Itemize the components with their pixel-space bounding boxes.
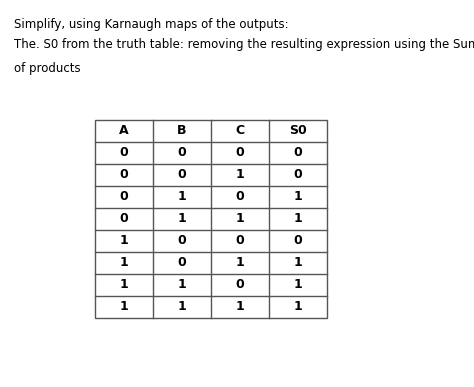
Text: 1: 1: [178, 190, 186, 204]
Text: 1: 1: [236, 300, 245, 313]
Text: 1: 1: [178, 300, 186, 313]
Text: S0: S0: [289, 125, 307, 137]
Text: 1: 1: [178, 279, 186, 291]
Text: 0: 0: [236, 190, 245, 204]
Text: 1: 1: [236, 212, 245, 226]
Text: 1: 1: [119, 257, 128, 269]
Text: 1: 1: [119, 300, 128, 313]
Text: of products: of products: [14, 62, 81, 75]
Text: 0: 0: [119, 212, 128, 226]
Text: 1: 1: [293, 190, 302, 204]
Text: A: A: [119, 125, 129, 137]
Bar: [95, 120, 327, 318]
Text: 1: 1: [293, 212, 302, 226]
Text: 0: 0: [178, 257, 186, 269]
Text: 1: 1: [236, 257, 245, 269]
Text: 1: 1: [119, 235, 128, 248]
Text: 0: 0: [119, 168, 128, 182]
Text: 0: 0: [293, 147, 302, 159]
Text: 0: 0: [236, 279, 245, 291]
Text: The. S0 from the truth table: removing the resulting expression using the Sum Me: The. S0 from the truth table: removing t…: [14, 38, 474, 51]
Text: 0: 0: [293, 235, 302, 248]
Text: Simplify, using Karnaugh maps of the outputs:: Simplify, using Karnaugh maps of the out…: [14, 18, 289, 31]
Text: 0: 0: [119, 190, 128, 204]
Text: 0: 0: [236, 147, 245, 159]
Text: B: B: [177, 125, 187, 137]
Text: 0: 0: [178, 168, 186, 182]
Text: 0: 0: [178, 147, 186, 159]
Text: 1: 1: [236, 168, 245, 182]
Text: 1: 1: [119, 279, 128, 291]
Text: 0: 0: [178, 235, 186, 248]
Text: 0: 0: [119, 147, 128, 159]
Text: 0: 0: [236, 235, 245, 248]
Text: 0: 0: [293, 168, 302, 182]
Text: C: C: [236, 125, 245, 137]
Text: 1: 1: [293, 300, 302, 313]
Text: 1: 1: [293, 257, 302, 269]
Text: 1: 1: [293, 279, 302, 291]
Text: 1: 1: [178, 212, 186, 226]
